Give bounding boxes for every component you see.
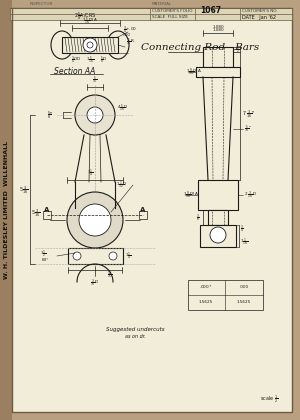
Text: MATERIAL: MATERIAL <box>152 2 172 6</box>
Text: $\frac{5}{16}$: $\frac{5}{16}$ <box>92 75 98 86</box>
Text: 1$\frac{1}{4}$: 1$\frac{1}{4}$ <box>87 168 93 179</box>
Text: 60°: 60° <box>41 258 49 262</box>
Circle shape <box>79 204 111 236</box>
Ellipse shape <box>107 31 129 59</box>
Ellipse shape <box>51 31 73 59</box>
Text: CUSTOMER'S FOLIO: CUSTOMER'S FOLIO <box>152 8 193 13</box>
Text: 1.080: 1.080 <box>212 25 224 29</box>
Text: CUSTOMER'S NO.: CUSTOMER'S NO. <box>242 8 278 13</box>
Text: $\frac{5}{16}$R.: $\frac{5}{16}$R. <box>126 37 136 48</box>
Text: 7 $\frac{3}{16}$": 7 $\frac{3}{16}$" <box>242 108 255 120</box>
Text: DATE   Jan '62: DATE Jan '62 <box>242 15 276 19</box>
Text: 2$\frac{5}{8}$A/CRS: 2$\frac{5}{8}$A/CRS <box>74 10 96 22</box>
Text: $5\frac{3}{16}$: $5\frac{3}{16}$ <box>31 207 40 219</box>
Circle shape <box>67 192 123 248</box>
Text: $\frac{1}{2}$": $\frac{1}{2}$" <box>236 45 242 56</box>
Text: 1$\frac{5}{16}$: 1$\frac{5}{16}$ <box>86 55 94 66</box>
Text: 1067: 1067 <box>200 6 221 15</box>
Text: .000: .000 <box>239 285 249 289</box>
Bar <box>139 211 147 219</box>
Text: INSPECTOR: INSPECTOR <box>30 2 53 6</box>
Text: 1$\frac{1}{2}$: 1$\frac{1}{2}$ <box>40 248 46 260</box>
Text: $1\frac{1}{32}$D: $1\frac{1}{32}$D <box>116 179 128 191</box>
Text: -.00: -.00 <box>123 33 131 37</box>
Text: Section AA: Section AA <box>54 66 96 76</box>
Text: .000$^{+}$: .000$^{+}$ <box>199 283 213 291</box>
Text: $1\frac{1}{16}$: $1\frac{1}{16}$ <box>240 236 248 248</box>
Text: A: A <box>140 207 146 213</box>
Text: $4\frac{5}{16}$D: $4\frac{5}{16}$D <box>117 103 129 114</box>
Text: 2 $\frac{3}{16}$D: 2 $\frac{3}{16}$D <box>244 189 257 201</box>
Bar <box>0 0 12 420</box>
Circle shape <box>109 252 117 260</box>
Text: scale $\frac{1}{2}$: scale $\frac{1}{2}$ <box>260 394 278 405</box>
Bar <box>188 280 263 310</box>
Text: $\frac{3}{16}$D: $\frac{3}{16}$D <box>91 278 100 289</box>
Circle shape <box>87 42 93 48</box>
Text: 1$\frac{1}{4}$: 1$\frac{1}{4}$ <box>125 250 131 262</box>
Circle shape <box>87 107 103 123</box>
Text: $\frac{5}{8}$": $\frac{5}{8}$" <box>47 109 53 121</box>
Text: $\frac{5}{8}$D: $\frac{5}{8}$D <box>100 55 108 66</box>
Circle shape <box>83 38 97 52</box>
Text: 1.080: 1.080 <box>212 28 224 32</box>
Bar <box>62 37 118 53</box>
Text: $\frac{3}{4}$+.00: $\frac{3}{4}$+.00 <box>123 24 137 36</box>
Text: SCALE  FULL SIZE: SCALE FULL SIZE <box>152 15 188 19</box>
Bar <box>68 248 123 264</box>
Bar <box>10 8 292 20</box>
Text: 1$\frac{9}{16}$DIA: 1$\frac{9}{16}$DIA <box>186 66 202 78</box>
Text: $\frac{3}{4}$OD: $\frac{3}{4}$OD <box>71 55 81 66</box>
Text: W. H. TILDESLEY LIMITED  WILLENHALL: W. H. TILDESLEY LIMITED WILLENHALL <box>4 141 8 279</box>
Text: $\frac{3}{8}$: $\frac{3}{8}$ <box>196 213 200 224</box>
Text: 1$\frac{5}{16}$DIA: 1$\frac{5}{16}$DIA <box>82 16 98 27</box>
Text: Suggested undercuts: Suggested undercuts <box>106 328 164 333</box>
Bar <box>203 47 233 67</box>
Text: $\frac{13}{16}$: $\frac{13}{16}$ <box>107 270 113 281</box>
Text: 1.5625: 1.5625 <box>237 300 251 304</box>
Circle shape <box>73 252 81 260</box>
Text: A: A <box>44 207 50 213</box>
Bar <box>196 67 240 77</box>
Text: $\frac{3}{4}$: $\frac{3}{4}$ <box>240 223 244 235</box>
Bar <box>43 211 51 219</box>
Text: Connecting Rod - Bars: Connecting Rod - Bars <box>141 44 259 52</box>
Circle shape <box>210 227 226 243</box>
Text: 1$\frac{9}{16}$DIA: 1$\frac{9}{16}$DIA <box>183 189 199 201</box>
Text: 1.5625: 1.5625 <box>199 300 213 304</box>
Bar <box>200 225 236 247</box>
Text: $\frac{5}{16}$": $\frac{5}{16}$" <box>244 123 252 135</box>
Bar <box>198 180 238 210</box>
Text: as on dr.: as on dr. <box>124 334 146 339</box>
Bar <box>208 210 228 225</box>
Circle shape <box>75 95 115 135</box>
Text: $5\frac{3}{16}$: $5\frac{3}{16}$ <box>19 184 28 196</box>
